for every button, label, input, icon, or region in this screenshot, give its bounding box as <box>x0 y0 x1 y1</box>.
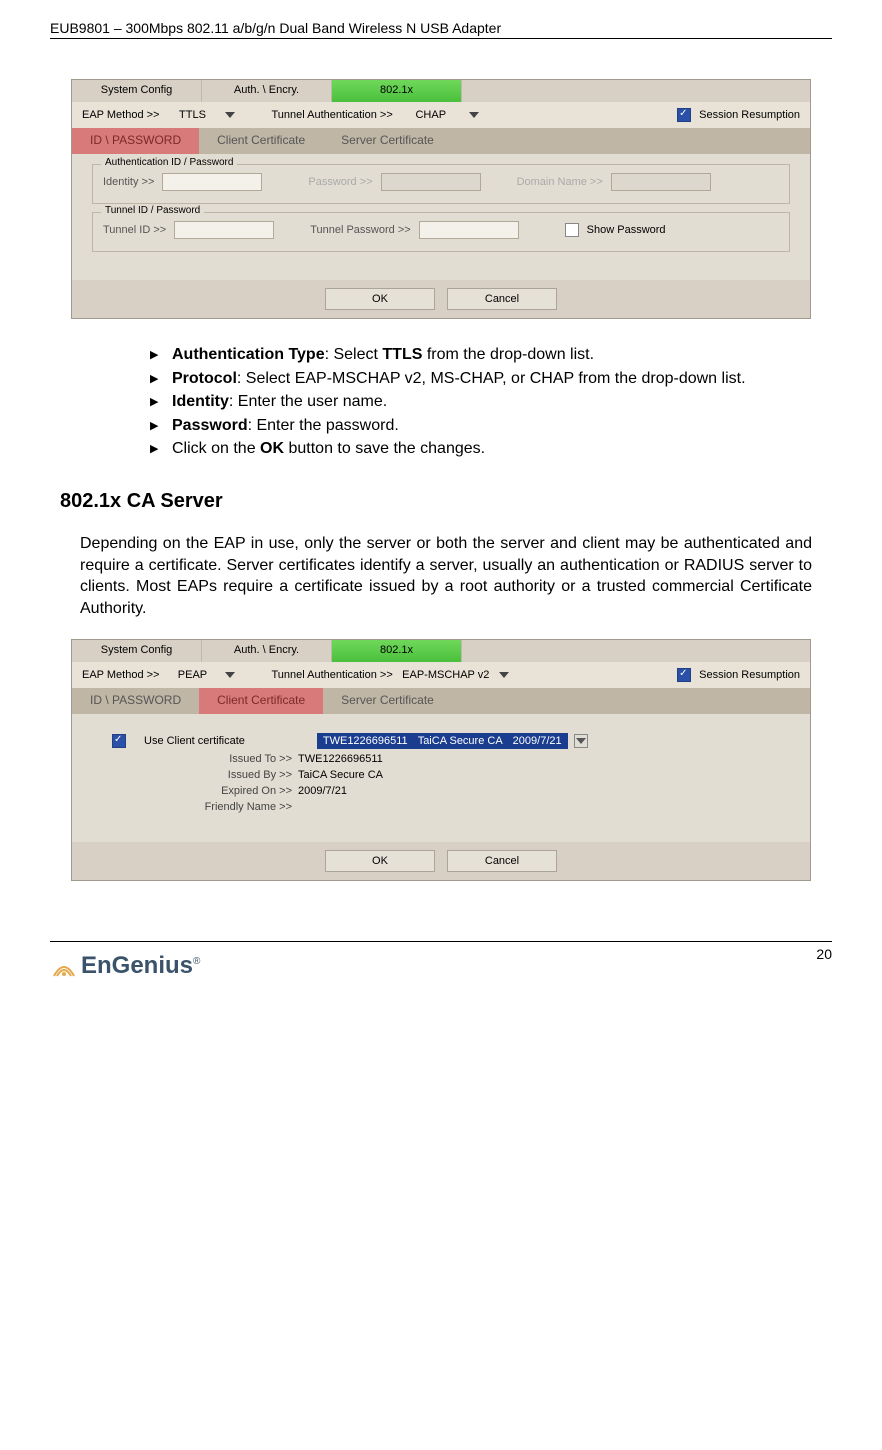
tab-802-1x[interactable]: 802.1x <box>332 80 462 102</box>
subtab-client-cert[interactable]: Client Certificate <box>199 128 323 154</box>
eap-method-value: TTLS <box>167 109 217 121</box>
eap-method-label: EAP Method >> <box>82 669 159 681</box>
eap-method-value: PEAP <box>167 669 217 681</box>
bullet-password: Password: Enter the password. <box>150 415 812 437</box>
session-resumption-label: Session Resumption <box>699 669 800 681</box>
ok-button[interactable]: OK <box>325 850 435 872</box>
bullet-identity: Identity: Enter the user name. <box>150 391 812 413</box>
subtab-id-password[interactable]: ID \ PASSWORD <box>72 688 199 714</box>
friendly-name-label: Friendly Name >> <box>112 801 292 813</box>
auth-group-title: Authentication ID / Password <box>101 157 237 168</box>
screenshot-802-1x-cert: System Config Auth. \ Encry. 802.1x EAP … <box>71 639 811 881</box>
page-number: 20 <box>816 946 832 962</box>
subtab-id-password[interactable]: ID \ PASSWORD <box>72 128 199 154</box>
tunnel-id-input[interactable] <box>174 221 274 239</box>
section-title-ca-server: 802.1x CA Server <box>60 490 832 513</box>
bullet-list: Authentication Type: Select TTLS from th… <box>110 344 812 460</box>
eap-method-dropdown-icon[interactable] <box>225 672 235 678</box>
issued-by-label: Issued By >> <box>112 769 292 781</box>
bullet-auth-type: Authentication Type: Select TTLS from th… <box>150 344 812 366</box>
expired-value: 2009/7/21 <box>298 785 347 797</box>
show-password-label: Show Password <box>587 224 666 236</box>
use-client-cert-checkbox[interactable] <box>112 734 126 748</box>
engenius-logo: EnGenius® <box>50 952 200 980</box>
session-resumption-checkbox[interactable] <box>677 668 691 682</box>
tunnel-auth-label: Tunnel Authentication >> <box>271 109 392 121</box>
show-password-checkbox[interactable] <box>565 223 579 237</box>
subtab-server-cert[interactable]: Server Certificate <box>323 128 452 154</box>
tunnel-group-title: Tunnel ID / Password <box>101 205 204 216</box>
tab-system-config[interactable]: System Config <box>72 80 202 102</box>
password-label: Password >> <box>308 176 372 188</box>
cert-select-dropdown[interactable]: TWE1226696511 TaiCA Secure CA 2009/7/21 <box>317 733 568 749</box>
expired-label: Expired On >> <box>112 785 292 797</box>
bullet-ok: Click on the OK button to save the chang… <box>150 438 812 460</box>
tunnel-pw-label: Tunnel Password >> <box>310 224 410 236</box>
issued-by-value: TaiCA Secure CA <box>298 769 383 781</box>
cancel-button[interactable]: Cancel <box>447 850 557 872</box>
page-header: EUB9801 – 300Mbps 802.11 a/b/g/n Dual Ba… <box>50 20 832 39</box>
tunnel-auth-value: CHAP <box>401 109 461 121</box>
identity-label: Identity >> <box>103 176 154 188</box>
session-resumption-checkbox[interactable] <box>677 108 691 122</box>
password-input[interactable] <box>381 173 481 191</box>
tunnel-id-label: Tunnel ID >> <box>103 224 166 236</box>
tab-802-1x[interactable]: 802.1x <box>332 640 462 662</box>
cert-dropdown-icon[interactable] <box>574 734 588 748</box>
logo-icon <box>50 952 78 978</box>
tab-auth-encry[interactable]: Auth. \ Encry. <box>202 640 332 662</box>
section-paragraph: Depending on the EAP in use, only the se… <box>80 533 812 619</box>
issued-to-value: TWE1226696511 <box>298 753 383 765</box>
cancel-button[interactable]: Cancel <box>447 288 557 310</box>
use-client-cert-label: Use Client certificate <box>144 735 245 747</box>
tab-auth-encry[interactable]: Auth. \ Encry. <box>202 80 332 102</box>
issued-to-label: Issued To >> <box>112 753 292 765</box>
tunnel-auth-value: EAP-MSCHAP v2 <box>401 669 491 681</box>
tunnel-auth-dropdown-icon[interactable] <box>499 672 509 678</box>
tunnel-auth-dropdown-icon[interactable] <box>469 112 479 118</box>
screenshot-802-1x-ttls: System Config Auth. \ Encry. 802.1x EAP … <box>71 79 811 319</box>
tab-system-config[interactable]: System Config <box>72 640 202 662</box>
bullet-protocol: Protocol: Select EAP-MSCHAP v2, MS-CHAP,… <box>150 368 812 390</box>
tunnel-pw-input[interactable] <box>419 221 519 239</box>
eap-method-label: EAP Method >> <box>82 109 159 121</box>
subtab-client-cert[interactable]: Client Certificate <box>199 688 323 714</box>
tunnel-auth-label: Tunnel Authentication >> <box>271 669 392 681</box>
identity-input[interactable] <box>162 173 262 191</box>
session-resumption-label: Session Resumption <box>699 109 800 121</box>
ok-button[interactable]: OK <box>325 288 435 310</box>
domain-input[interactable] <box>611 173 711 191</box>
eap-method-dropdown-icon[interactable] <box>225 112 235 118</box>
domain-label: Domain Name >> <box>517 176 603 188</box>
subtab-server-cert[interactable]: Server Certificate <box>323 688 452 714</box>
